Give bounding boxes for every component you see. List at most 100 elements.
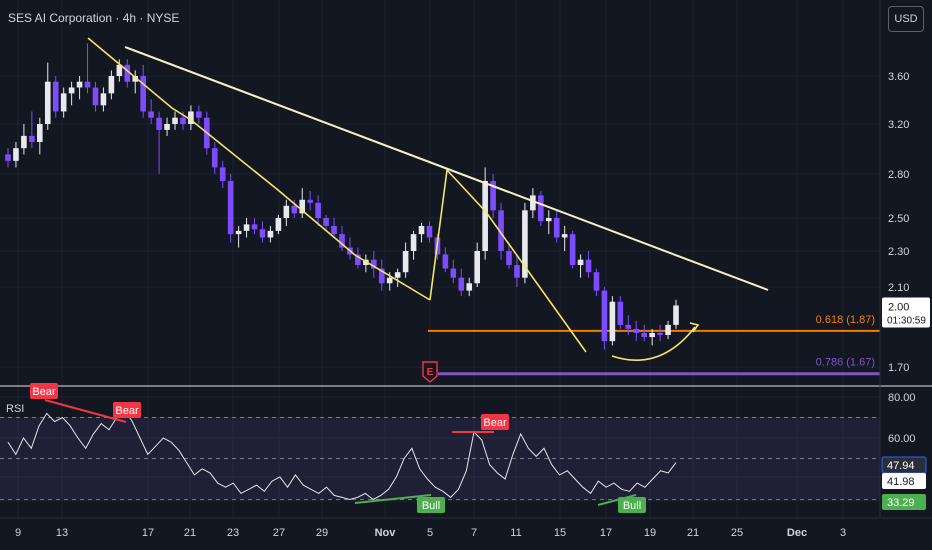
bear-label-1: Bear [32, 386, 56, 398]
candle-body [561, 234, 568, 238]
candle-body [355, 254, 361, 266]
time-tick: 7 [471, 527, 477, 539]
candle-body [259, 229, 266, 238]
candle-body [5, 154, 11, 161]
bear-label-2: Bear [115, 405, 139, 417]
candle-body [13, 148, 19, 161]
candle-body [196, 111, 202, 118]
candle-body [593, 272, 600, 291]
candle-body [569, 234, 576, 266]
candle-body [625, 324, 632, 329]
time-tick: 19 [644, 527, 656, 539]
time-tick: 21 [687, 527, 699, 539]
candle-body [307, 199, 313, 203]
currency-button[interactable]: USD [888, 6, 924, 32]
time-tick: 29 [316, 527, 328, 539]
candle-body [275, 218, 282, 231]
candle-body [37, 124, 43, 142]
candle-body [665, 324, 671, 335]
candle-body [386, 277, 393, 284]
bear-label-1-bg [30, 383, 58, 399]
time-tick: 13 [56, 527, 68, 539]
time-tick: 5 [427, 527, 433, 539]
chart-title: SES AI Corporation · 4h · NYSE [8, 11, 180, 25]
candle-body [339, 234, 345, 248]
bear-label-3-bg [481, 414, 509, 430]
candle-body [378, 268, 385, 284]
candle-body [156, 117, 162, 130]
arrow-head [689, 322, 700, 333]
candle-body [514, 265, 520, 278]
candle-body [426, 225, 433, 238]
bull-label-2: Bull [623, 500, 641, 512]
bear-divergence-1 [44, 399, 127, 423]
down-leg-1 [87, 37, 431, 301]
rsi-tick: 80.00 [888, 392, 916, 404]
candle-body [601, 290, 608, 342]
candle-body [235, 230, 242, 235]
candle-body [164, 124, 170, 130]
time-tick: Nov [375, 527, 397, 539]
candle-body [506, 251, 512, 266]
candle-body [219, 167, 226, 181]
candle-body [530, 195, 536, 211]
candle-body [585, 259, 592, 273]
candle-body [52, 81, 59, 112]
candle-body [649, 332, 655, 338]
candle-body [450, 268, 457, 278]
candle-body [323, 218, 329, 226]
price-tick: 2.10 [888, 282, 909, 294]
bull-label-1: Bull [422, 500, 440, 512]
time-tick: 27 [273, 527, 285, 539]
candle-body [553, 218, 560, 238]
time-tick: 11 [510, 527, 521, 539]
candle-body [92, 87, 99, 106]
rsi-value-box-2 [882, 494, 926, 510]
bull-divergence-2 [597, 494, 637, 506]
candle-body [458, 277, 465, 291]
bear-label-3: Bear [483, 417, 507, 429]
time-tick: 17 [600, 527, 612, 539]
last-price-label: 2.00 [888, 301, 909, 313]
candle-body [609, 301, 616, 342]
rsi-value-label-0: 47.94 [887, 460, 915, 472]
candle-body [315, 202, 321, 218]
earnings-marker-label: E [427, 367, 434, 378]
price-tick: 3.60 [888, 71, 909, 83]
fib-618-label: 0.618 (1.87) [816, 314, 875, 326]
candle-body [116, 64, 123, 76]
time-tick: 17 [142, 527, 154, 539]
price-tick: 2.50 [888, 213, 909, 225]
candle-body [124, 64, 131, 82]
candle-body [410, 234, 417, 251]
candle-body [291, 205, 298, 214]
earnings-marker [422, 361, 438, 383]
rsi-value-label-2: 33.29 [887, 497, 915, 509]
candle-body [44, 81, 51, 124]
candle-body [394, 272, 401, 278]
candle-body [21, 135, 27, 149]
candle-body [474, 251, 480, 284]
candle-body [673, 305, 679, 325]
time-tick: 9 [15, 527, 21, 539]
candle-body [617, 301, 624, 325]
time-tick: 25 [731, 527, 743, 539]
time-tick: 3 [840, 527, 846, 539]
candle-body [283, 205, 290, 218]
candles [5, 43, 679, 350]
candle-body [100, 93, 107, 106]
candle-body [498, 210, 504, 251]
time-tick: 23 [227, 527, 239, 539]
price-tick: 2.30 [888, 246, 909, 258]
bull-label-2-bg [618, 497, 646, 513]
rsi-value-label-1: 41.98 [887, 476, 915, 488]
candle-body [331, 225, 337, 235]
candle-body [402, 251, 409, 273]
rounding-arrow [611, 326, 696, 361]
time-tick: 15 [554, 527, 566, 539]
fib-levels: 0.618 (1.87) 0.786 (1.67) [428, 314, 880, 376]
time-tick: Dec [787, 527, 807, 539]
price-tick: 1.70 [888, 362, 909, 374]
